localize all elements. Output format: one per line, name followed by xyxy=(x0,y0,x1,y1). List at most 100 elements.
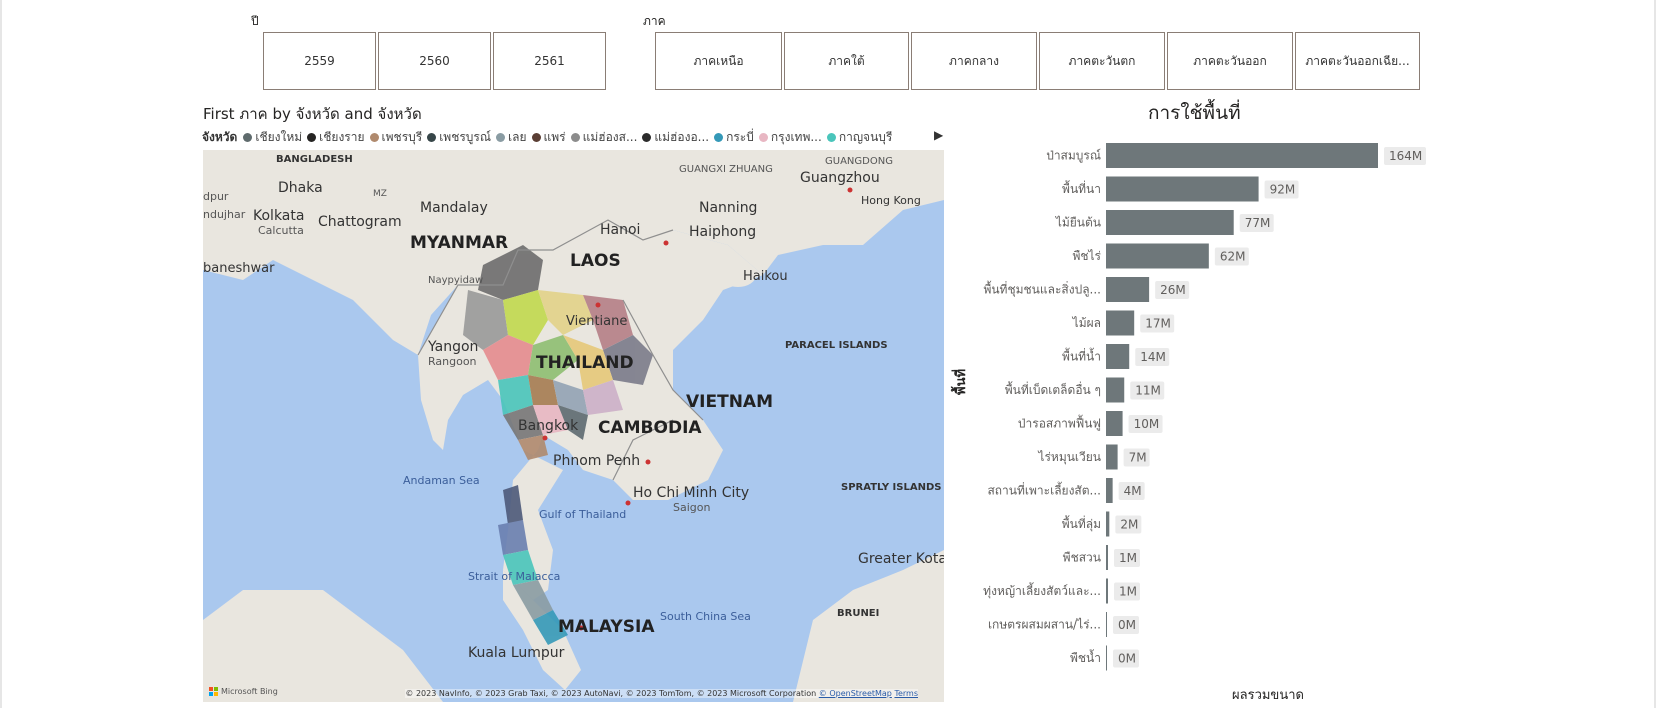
map-canvas[interactable]: BANGLADESH Dhaka Kolkata Calcutta Chatto… xyxy=(203,150,944,702)
legend-item[interactable]: เชียงใหม่ xyxy=(243,128,302,146)
region-tile-south[interactable]: ภาคใต้ xyxy=(784,32,909,90)
legend-item[interactable]: เลย xyxy=(496,128,527,146)
bar-category-label: พื้นที่ชุมชนและสิ่งปลู... xyxy=(983,281,1101,298)
city-dot xyxy=(847,187,853,193)
label-haiphong: Haiphong xyxy=(689,224,756,240)
label-hanoi: Hanoi xyxy=(600,222,640,238)
label-malaysia: MALAYSIA xyxy=(558,617,655,637)
bar-category-label: พื้นที่ลุ่ม xyxy=(1062,515,1101,532)
bar[interactable] xyxy=(1106,210,1234,235)
bar-data-label-background xyxy=(1130,381,1165,400)
bar-data-label-background xyxy=(1114,582,1140,601)
label-ndujhar: ndujhar xyxy=(203,208,246,221)
province-patch xyxy=(483,335,533,380)
bar[interactable] xyxy=(1106,545,1108,570)
city-markers xyxy=(542,187,853,631)
legend-item[interactable]: แม่ฮ่องอ... xyxy=(642,128,709,146)
legend-item-label: แม่ฮ่องอ... xyxy=(654,129,710,144)
label-vientiane: Vientiane xyxy=(566,314,627,329)
bar[interactable] xyxy=(1106,344,1130,369)
region-tile-central[interactable]: ภาคกลาง xyxy=(911,32,1037,90)
label-kota: Greater Kota Kinabalu xyxy=(858,551,944,567)
legend-item[interactable]: แพร่ xyxy=(531,128,566,146)
bar[interactable] xyxy=(1106,645,1107,671)
legend-next-arrow-icon[interactable]: ▶ xyxy=(934,128,944,142)
border-line xyxy=(417,219,674,356)
legend-dot-icon xyxy=(758,132,768,142)
label-gulf: Gulf of Thailand xyxy=(539,508,626,521)
label-brunei: BRUNEI xyxy=(837,608,879,619)
legend-item[interactable]: เพชรบุรี xyxy=(369,128,422,146)
bar[interactable] xyxy=(1106,511,1110,537)
legend-item[interactable]: เชียงราย xyxy=(307,128,365,146)
region-slicer-title: ภาค xyxy=(643,14,666,28)
label-rangoon: Rangoon xyxy=(428,355,477,368)
legend-dot-icon xyxy=(427,132,437,142)
legend-item[interactable]: แม่ฮ่องส... xyxy=(570,128,637,146)
label-dpur: dpur xyxy=(203,190,229,203)
attribution-text: © 2023 NavInfo, © 2023 Grab Taxi, © 2023… xyxy=(405,689,817,698)
region-tile-east[interactable]: ภาคตะวันออก xyxy=(1167,32,1293,90)
label-southchina: South China Sea xyxy=(660,610,751,623)
legend-dot-icon xyxy=(496,132,505,142)
bar-category-label: สถานที่เพาะเลี้ยงสัต... xyxy=(987,482,1101,498)
bar[interactable] xyxy=(1106,612,1107,637)
bar-data-label-background xyxy=(1123,448,1150,467)
year-tile-2560[interactable]: 2560 xyxy=(378,32,491,90)
bar-data-label: 77M xyxy=(1245,216,1271,230)
province-patch xyxy=(528,335,578,380)
bar[interactable] xyxy=(1106,143,1378,168)
bar-data-label-background xyxy=(1140,314,1175,333)
province-patch xyxy=(513,580,553,620)
bar-category-label: ไร่หมุนเวียน xyxy=(1037,450,1101,465)
legend-item[interactable]: เพชรบูรณ์ xyxy=(427,128,491,146)
bar-chart-title: การใช้พื้นที่ xyxy=(1148,102,1241,124)
bar[interactable] xyxy=(1106,377,1125,403)
city-dot xyxy=(663,240,669,246)
legend-item-label: เชียงราย xyxy=(319,129,365,144)
map-basemap: BANGLADESH Dhaka Kolkata Calcutta Chatto… xyxy=(203,150,944,702)
city-dot xyxy=(595,302,601,308)
legend-item-label: กรุงเทพ... xyxy=(770,129,822,144)
label-guangzhou: Guangzhou xyxy=(800,170,880,186)
bar[interactable] xyxy=(1106,176,1259,202)
osm-link[interactable]: © OpenStreetMap xyxy=(818,689,892,698)
bar[interactable] xyxy=(1106,578,1108,604)
province-patch xyxy=(533,610,568,645)
bar[interactable] xyxy=(1106,444,1118,470)
right-frame-edge xyxy=(1654,0,1656,708)
label-hongkong: Hong Kong xyxy=(861,194,921,207)
label-laos: LAOS xyxy=(570,251,621,271)
legend-item[interactable]: กาญจนบุรี xyxy=(826,128,892,146)
year-tile-2561[interactable]: 2561 xyxy=(493,32,606,90)
legend-item-label: แพร่ xyxy=(543,129,566,144)
bar[interactable] xyxy=(1106,277,1150,302)
bar-data-label: 164M xyxy=(1389,149,1422,163)
region-tile-northeast[interactable]: ภาคตะวันออกเฉีย... xyxy=(1295,32,1420,90)
city-dot xyxy=(645,459,651,465)
bar[interactable] xyxy=(1106,411,1123,436)
legend-item-label: เพชรบูรณ์ xyxy=(439,129,491,144)
bar[interactable] xyxy=(1106,243,1209,269)
province-patch xyxy=(518,435,548,460)
city-dot xyxy=(578,625,584,631)
terms-link[interactable]: Terms xyxy=(894,689,918,698)
bar-data-label-background xyxy=(1135,348,1170,366)
border-line xyxy=(622,299,704,421)
label-vietnam: VIETNAM xyxy=(686,392,773,412)
legend-item[interactable]: กรุงเทพ... xyxy=(758,128,822,146)
region-tile-north[interactable]: ภาคเหนือ xyxy=(655,32,782,90)
bar[interactable] xyxy=(1106,478,1113,503)
bar[interactable] xyxy=(1106,310,1135,336)
province-patch xyxy=(503,290,548,345)
legend-dot-icon xyxy=(642,132,652,142)
legend-item-label: กระบี่ xyxy=(726,129,754,144)
label-cambodia: CAMBODIA xyxy=(598,418,702,438)
bar-chart[interactable]: ป่าสมบูรณ์ 164M พื้นที่นา 92M ไม้ยืนต้น 77M พื… xyxy=(968,140,1448,678)
legend-title: จังหวัด xyxy=(202,129,238,144)
mainland-north xyxy=(203,150,944,355)
year-tile-2559[interactable]: 2559 xyxy=(263,32,376,90)
region-tile-west[interactable]: ภาคตะวันตก xyxy=(1039,32,1165,90)
bar-category-label: พืชสวน xyxy=(1063,551,1101,565)
legend-item[interactable]: กระบี่ xyxy=(714,128,754,146)
